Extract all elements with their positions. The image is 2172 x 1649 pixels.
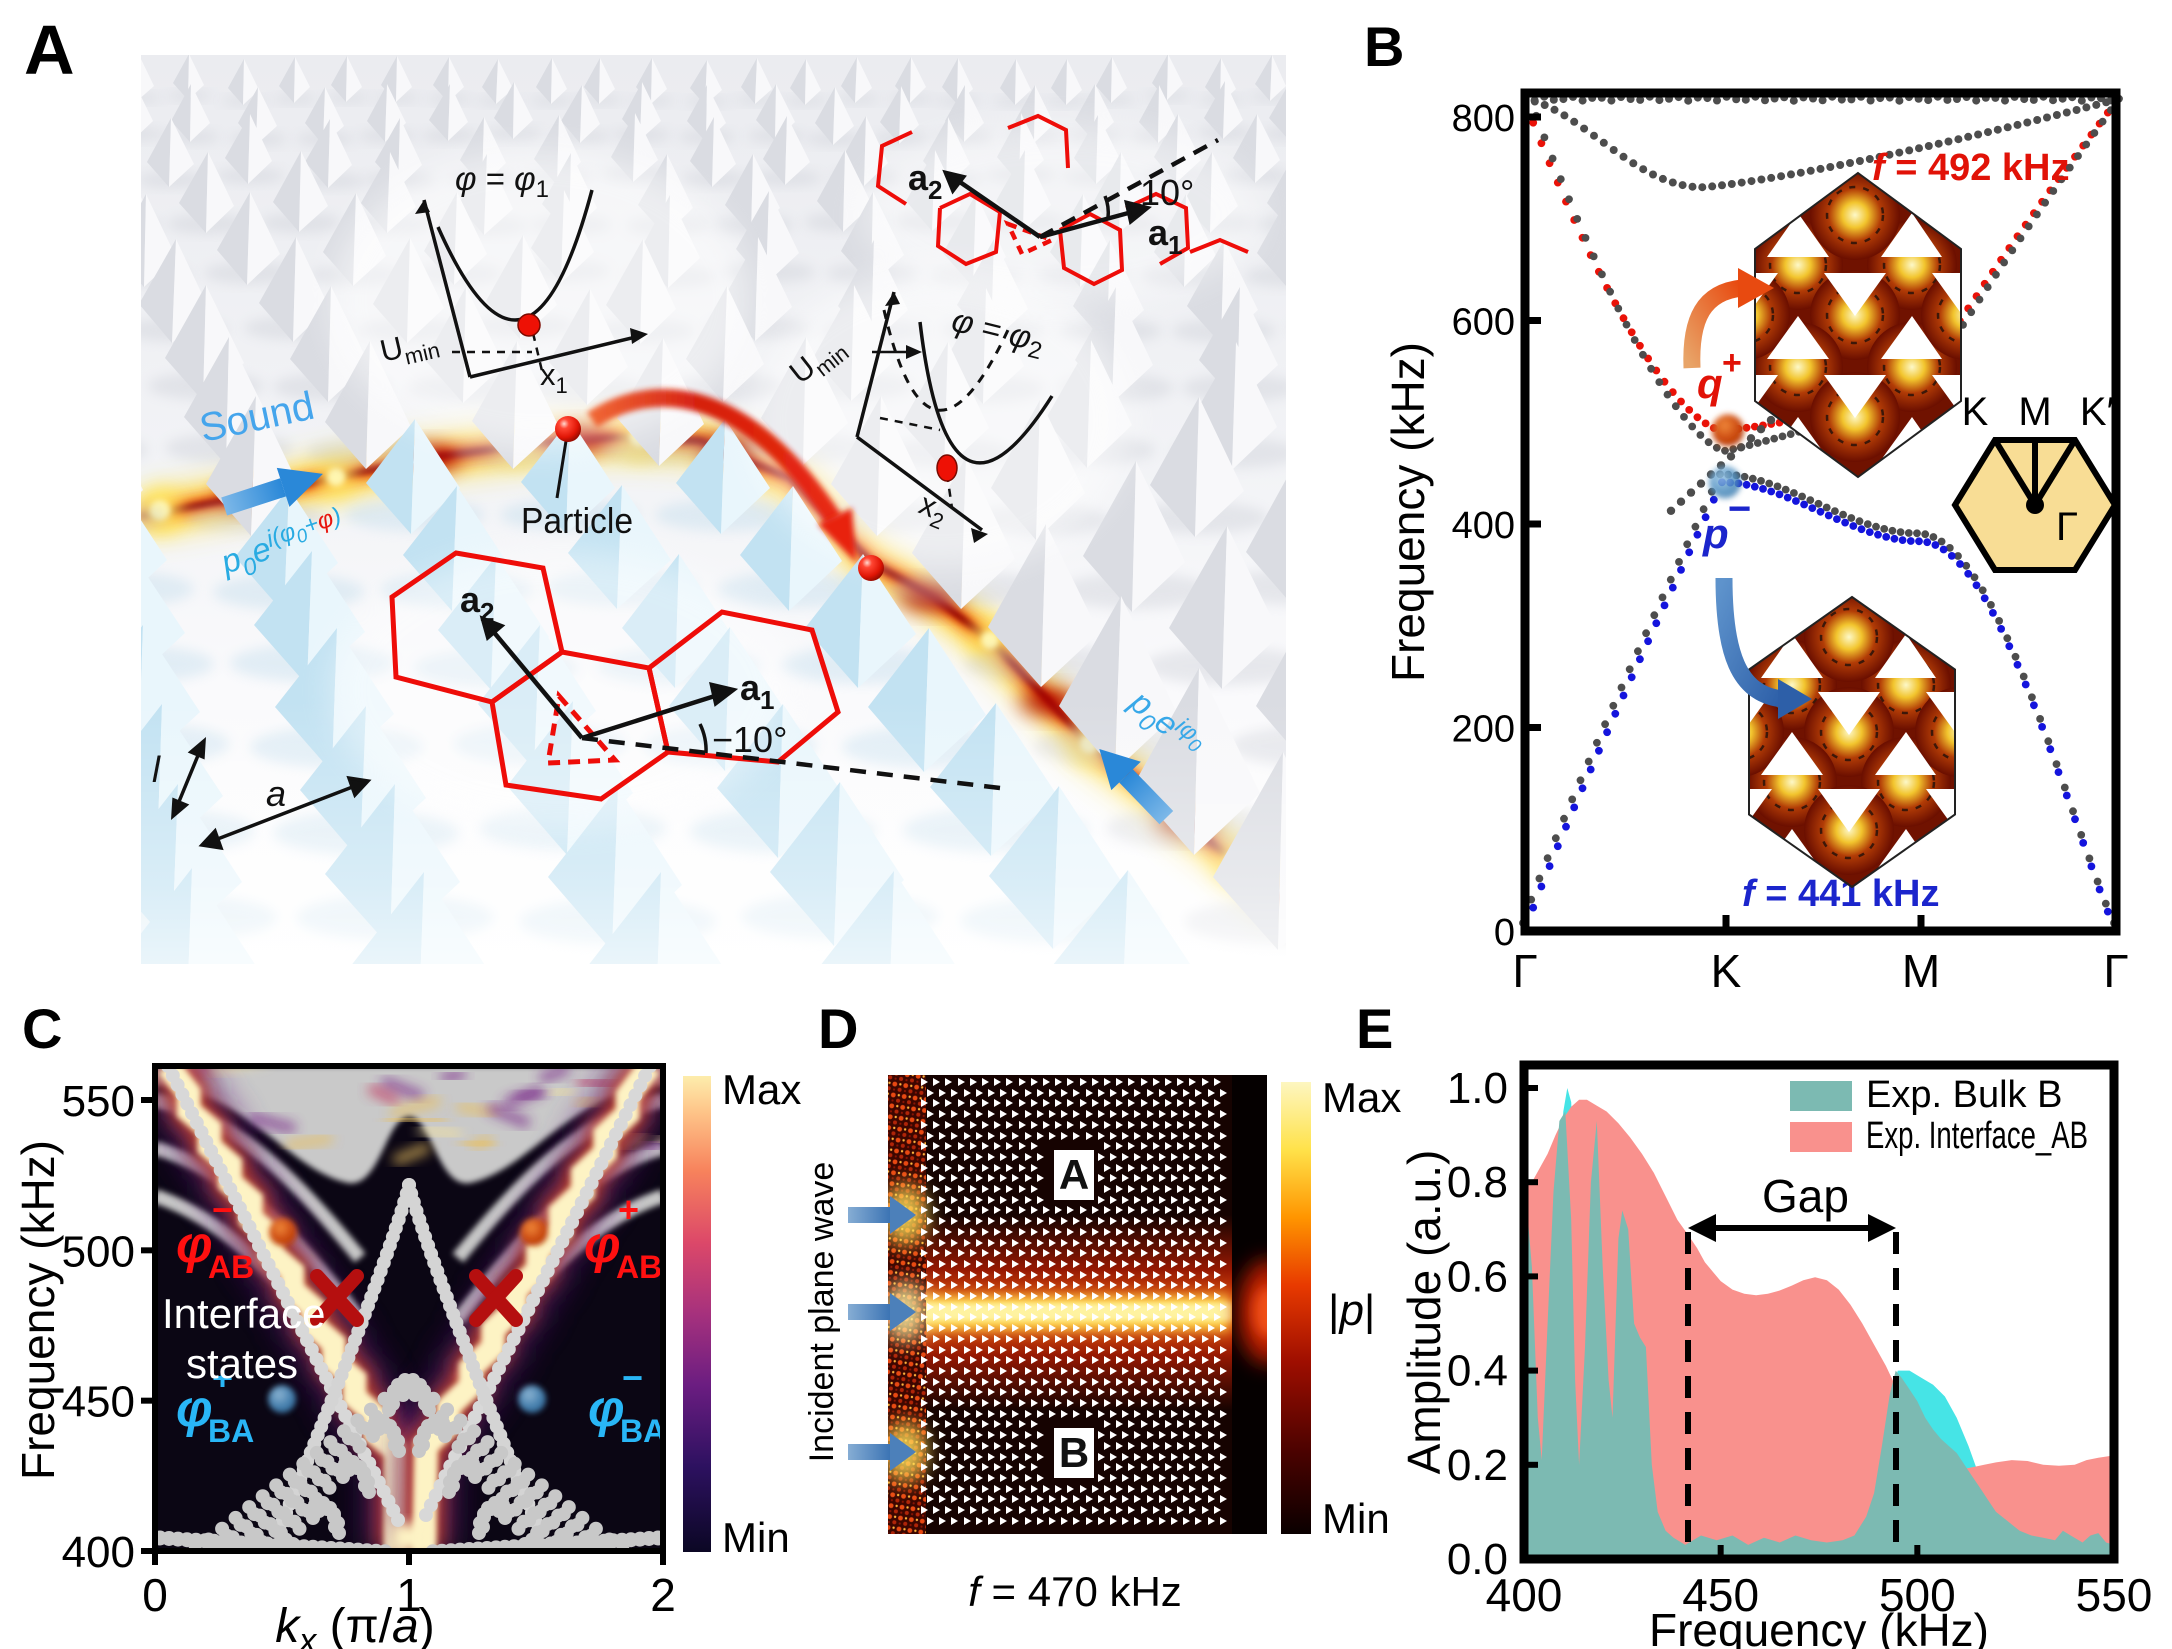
svg-text:10°: 10°: [1140, 172, 1194, 213]
svg-text:200: 200: [1452, 709, 1515, 751]
svg-text:B: B: [1059, 1429, 1089, 1476]
svg-text:Exp. Bulk B: Exp. Bulk B: [1866, 1074, 2062, 1116]
svg-text:Γ: Γ: [2056, 505, 2078, 549]
svg-text:AB: AB: [208, 1249, 254, 1285]
svg-text:φ: φ: [176, 1216, 213, 1274]
svg-text:kx (π/a): kx (π/a): [275, 1600, 434, 1649]
svg-text:0.8: 0.8: [1447, 1158, 1508, 1207]
svg-text:f = 492 kHz: f = 492 kHz: [1872, 147, 2070, 189]
svg-text:0.6: 0.6: [1447, 1252, 1508, 1301]
svg-text:0: 0: [1494, 912, 1515, 954]
svg-text:M: M: [1902, 945, 1940, 997]
svg-text:1: 1: [396, 1569, 422, 1621]
svg-text:A: A: [1059, 1151, 1089, 1198]
svg-text:550: 550: [62, 1077, 135, 1126]
svg-text:1.0: 1.0: [1447, 1064, 1508, 1113]
svg-text:Frequency (kHz): Frequency (kHz): [1382, 342, 1434, 682]
svg-text:q: q: [1697, 360, 1723, 407]
svg-text:Gap: Gap: [1762, 1170, 1849, 1222]
svg-text:Frequency (kHz): Frequency (kHz): [12, 1140, 64, 1480]
svg-text:M: M: [2018, 390, 2051, 434]
svg-text:φ: φ: [584, 1216, 621, 1274]
svg-text:f = 470 kHz: f = 470 kHz: [968, 1568, 1182, 1615]
svg-text:Max: Max: [722, 1066, 801, 1113]
svg-text:−10°: −10°: [712, 719, 787, 760]
svg-text:states: states: [186, 1340, 298, 1387]
svg-text:−: −: [622, 1357, 643, 1398]
svg-text:+: +: [212, 1357, 233, 1398]
svg-text:φ = φ1: φ = φ1: [455, 160, 549, 203]
svg-text:l: l: [152, 749, 161, 790]
svg-text:AB: AB: [616, 1249, 662, 1285]
svg-text:K: K: [1711, 945, 1742, 997]
svg-text:800: 800: [1452, 98, 1515, 140]
svg-text:Γ: Γ: [1512, 945, 1537, 997]
svg-text:Incident plane wave: Incident plane wave: [803, 1162, 841, 1463]
svg-text:2: 2: [650, 1569, 676, 1621]
svg-text:+: +: [618, 1189, 639, 1230]
svg-text:+: +: [1722, 344, 1742, 382]
svg-text:500: 500: [62, 1227, 135, 1276]
svg-text:Min: Min: [1322, 1495, 1390, 1542]
svg-text:A: A: [24, 11, 75, 89]
svg-text:a2: a2: [908, 157, 943, 205]
svg-text:Max: Max: [1322, 1074, 1401, 1121]
svg-text:Amplitude (a.u.): Amplitude (a.u.): [1398, 1150, 1450, 1475]
svg-text:400: 400: [62, 1528, 135, 1577]
svg-text:400: 400: [1486, 1569, 1563, 1621]
svg-text:D: D: [818, 997, 858, 1060]
svg-text:φ: φ: [176, 1380, 213, 1438]
svg-text:Particle: Particle: [521, 500, 633, 541]
svg-text:K: K: [1962, 390, 1989, 434]
svg-text:0.2: 0.2: [1447, 1441, 1508, 1490]
svg-text:a: a: [266, 773, 286, 814]
svg-text:C: C: [22, 997, 62, 1060]
svg-text:BA: BA: [620, 1413, 666, 1449]
svg-text:550: 550: [2076, 1569, 2153, 1621]
svg-text:Min: Min: [722, 1514, 790, 1561]
svg-text:400: 400: [1452, 505, 1515, 547]
svg-text:Exp. Interface_AB: Exp. Interface_AB: [1866, 1115, 2088, 1157]
svg-text:φ: φ: [588, 1380, 625, 1438]
svg-text:E: E: [1356, 997, 1393, 1060]
svg-text:Interface: Interface: [162, 1290, 325, 1337]
svg-text:p: p: [1702, 510, 1729, 557]
svg-text:BA: BA: [208, 1413, 254, 1449]
svg-text:0.0: 0.0: [1447, 1535, 1508, 1584]
svg-text:−: −: [1728, 487, 1751, 531]
svg-text:Γ: Γ: [2103, 945, 2128, 997]
svg-text:0: 0: [142, 1569, 168, 1621]
svg-text:K′: K′: [2080, 390, 2114, 434]
svg-text:600: 600: [1452, 302, 1515, 344]
svg-text:450: 450: [62, 1378, 135, 1427]
svg-text:500: 500: [1879, 1569, 1956, 1621]
svg-text:B: B: [1364, 15, 1404, 78]
svg-text:−: −: [212, 1189, 233, 1230]
svg-text:0.4: 0.4: [1447, 1347, 1508, 1396]
svg-text:450: 450: [1682, 1569, 1759, 1621]
svg-text:Frequency (kHz): Frequency (kHz): [1649, 1604, 1989, 1649]
svg-text:|p|: |p|: [1328, 1286, 1375, 1335]
